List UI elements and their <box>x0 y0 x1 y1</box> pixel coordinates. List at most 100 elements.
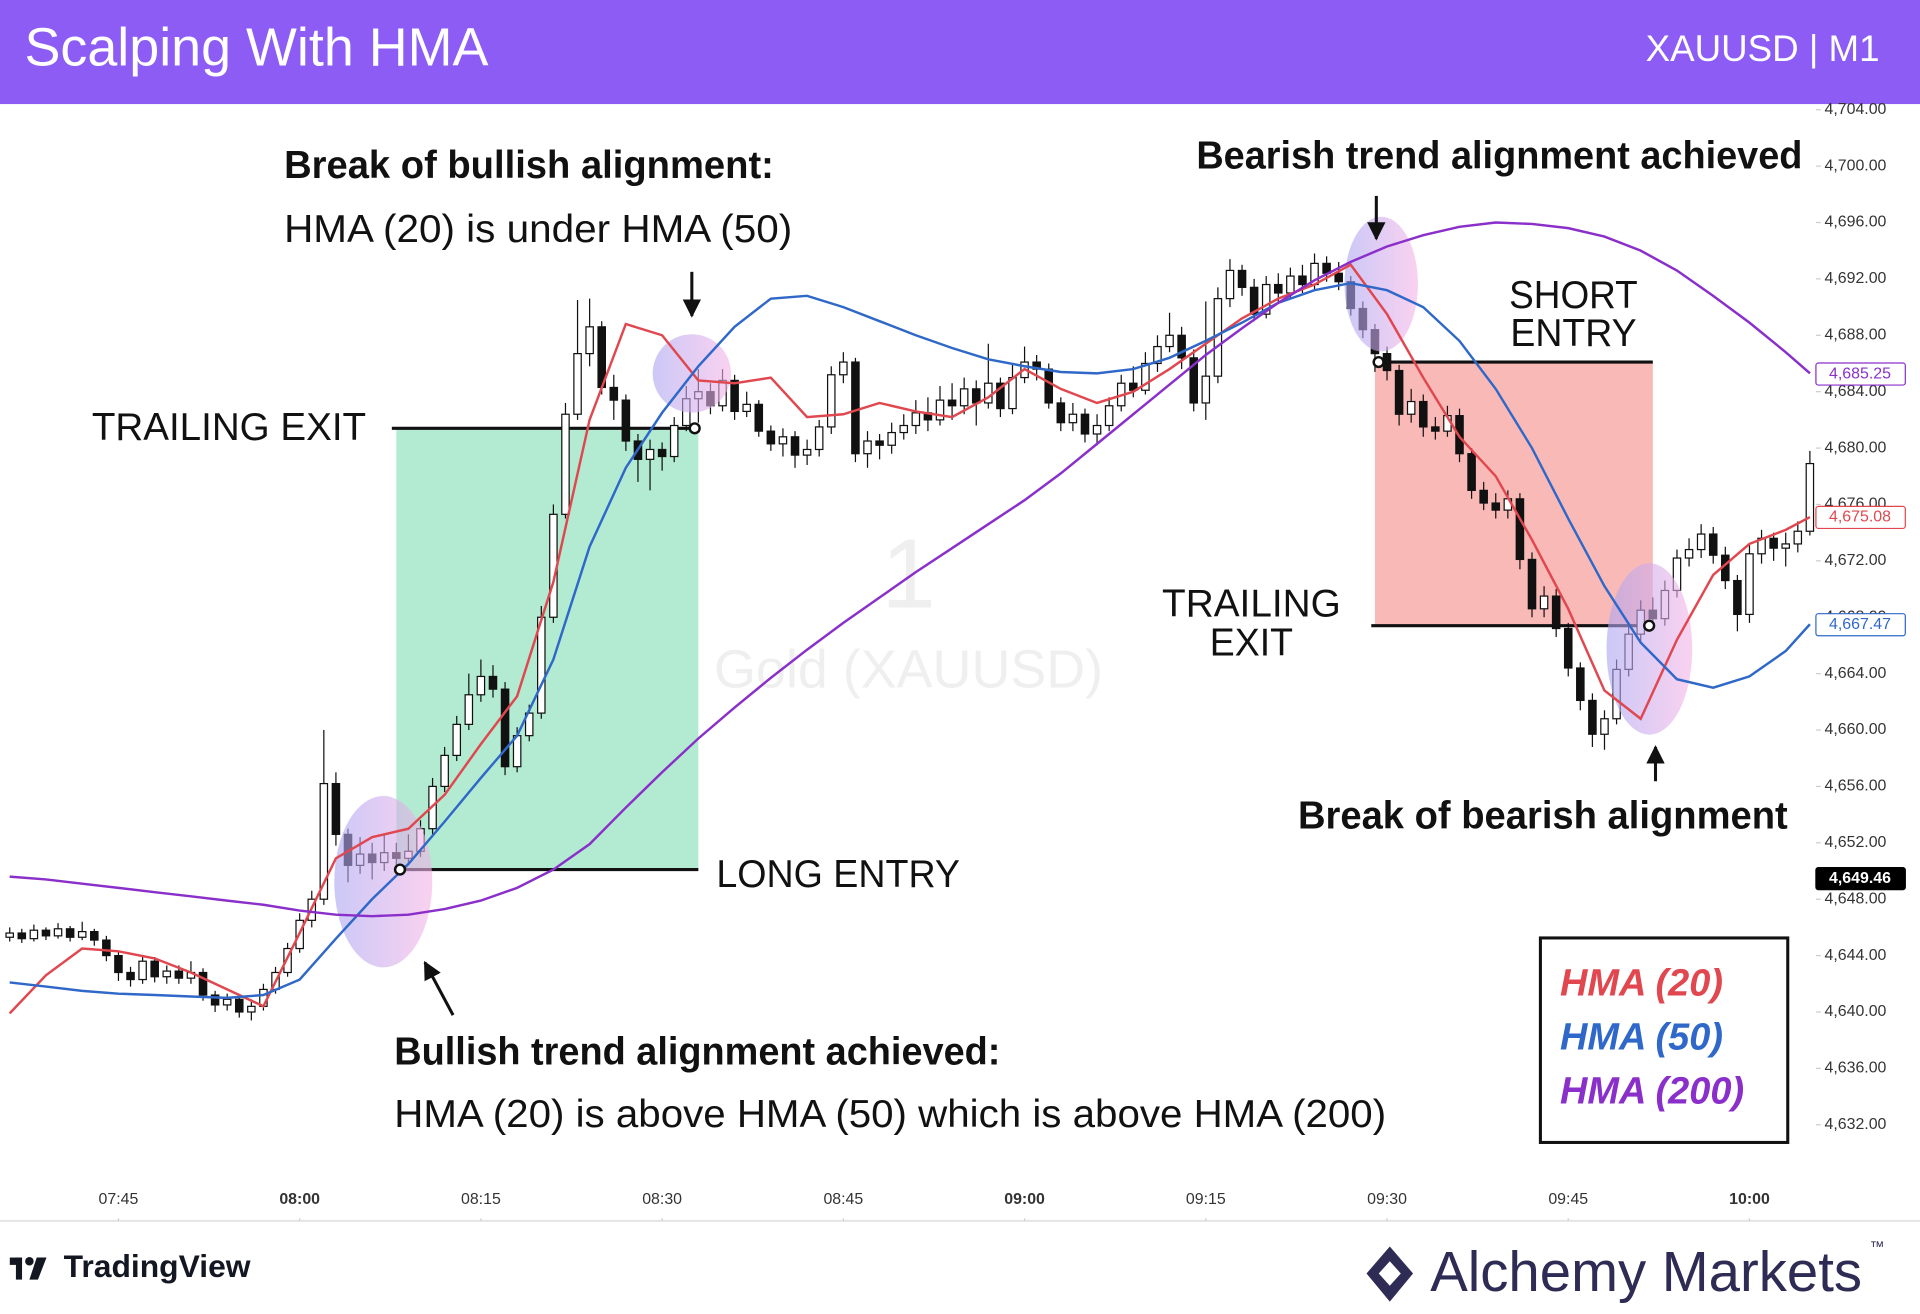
candle-body <box>814 426 824 451</box>
y-tick-label: 4,644.00 <box>1824 947 1886 964</box>
candle-body <box>331 782 341 835</box>
candle-body <box>959 388 969 407</box>
candle-body <box>524 712 534 737</box>
y-tick-label: 4,636.00 <box>1824 1060 1886 1077</box>
candle-body <box>1600 718 1609 735</box>
candle-body <box>585 326 594 355</box>
candle-body <box>754 403 764 432</box>
candle-body <box>53 928 63 937</box>
y-tick-label: 4,704.00 <box>1824 101 1886 118</box>
candle-body <box>500 688 510 768</box>
candle-body <box>657 448 667 458</box>
candle-body <box>1431 426 1440 432</box>
price-badge <box>1815 362 1906 386</box>
y-tick-label: 4,700.00 <box>1824 157 1886 174</box>
hma-line <box>9 221 1811 918</box>
candle-body <box>911 412 921 427</box>
legend-label: HMA (50) <box>1560 1017 1723 1059</box>
candle-body <box>1044 368 1054 404</box>
annotation-text: HMA (20) is above HMA (50) which is abov… <box>394 1093 1386 1136</box>
price-badge <box>1815 505 1906 530</box>
trade-zone <box>396 428 699 870</box>
candle-body <box>1068 413 1078 424</box>
x-tick-label: 09:00 <box>1004 1191 1045 1208</box>
candle-body <box>971 388 981 404</box>
legend-box <box>1538 936 1790 1144</box>
candle-body <box>488 675 498 690</box>
candle-body <box>5 932 15 938</box>
x-tick-label: 08:00 <box>279 1191 320 1208</box>
hma-line <box>9 281 1811 1000</box>
annotation-title: Break of bearish alignment <box>1298 794 1788 837</box>
axis: 4,632.00 4,636.00 4,640.00 4,644.00 4,648.00… <box>99 101 1906 1221</box>
candle-body <box>1769 537 1778 549</box>
x-tick-label: 09:15 <box>1186 1191 1226 1208</box>
candle-body <box>222 998 232 1006</box>
y-tick-label: 4,640.00 <box>1824 1003 1886 1020</box>
candle-body <box>41 929 51 937</box>
candles <box>5 253 1815 1021</box>
annotation-text: HMA (20) is under HMA (50) <box>284 208 792 251</box>
candle-body <box>1104 405 1114 427</box>
candle-body <box>1551 595 1561 630</box>
candle-body <box>1527 558 1537 610</box>
candle-body <box>1563 627 1573 669</box>
highlight <box>1606 563 1693 735</box>
zone-label: LONG ENTRY <box>716 853 960 896</box>
price-badge <box>1815 613 1906 637</box>
candle-body <box>283 947 292 974</box>
candle-body <box>1056 402 1066 424</box>
x-tick-label: 09:45 <box>1548 1191 1588 1208</box>
hma-line <box>8 263 1811 1015</box>
candle-body <box>1805 462 1815 532</box>
candle-body <box>90 931 99 941</box>
candle-body <box>1334 272 1343 283</box>
arrow <box>423 960 455 1016</box>
candle-body <box>1261 283 1271 315</box>
candle-body <box>839 361 848 376</box>
candle-body <box>1092 424 1102 435</box>
candle-body <box>935 399 945 421</box>
candle-body <box>1588 699 1597 735</box>
candle-body <box>573 352 582 415</box>
candle-body <box>319 782 329 900</box>
candle-body <box>561 413 570 515</box>
candle-body <box>1080 413 1090 435</box>
candle-body <box>162 970 172 978</box>
candle-body <box>476 675 486 696</box>
candle-body <box>1745 553 1754 616</box>
candle-body <box>887 431 896 446</box>
exit-dot <box>688 422 701 435</box>
candle-body <box>899 424 909 434</box>
watermark-name: Gold (XAUUSD) <box>714 640 1103 700</box>
y-tick-label: 4,692.00 <box>1824 270 1886 287</box>
candle-body <box>1274 283 1283 294</box>
y-tick-label: 4,660.00 <box>1824 721 1886 738</box>
y-tick-label: 4,696.00 <box>1824 214 1886 231</box>
y-tick-label: 4,664.00 <box>1824 665 1886 682</box>
candle-body <box>1225 269 1235 300</box>
candle-body <box>1781 543 1791 549</box>
candle-body <box>1708 533 1718 556</box>
x-tick-label: 08:15 <box>461 1191 501 1208</box>
lines <box>8 221 1811 1015</box>
candle-body <box>440 754 449 788</box>
zone-label: ENTRY <box>1510 312 1636 355</box>
price-badge-label: 4,667.47 <box>1829 616 1891 633</box>
page-title: Scalping With HMA <box>24 18 488 78</box>
candle-body <box>1237 269 1247 288</box>
y-tick-label: 4,632.00 <box>1824 1116 1886 1133</box>
price-badge <box>1815 866 1906 891</box>
y-tick-label: 4,652.00 <box>1824 834 1886 851</box>
candle-body <box>1515 498 1525 561</box>
annotation-title: Break of bullish alignment: <box>284 144 774 187</box>
exit-dot <box>1643 619 1656 632</box>
footer-left: TradingView <box>64 1248 251 1284</box>
entry-dot <box>1372 355 1385 369</box>
price-badge-label: 4,675.08 <box>1829 509 1891 526</box>
price-badge-label: 4,685.25 <box>1829 365 1891 382</box>
zone-label: EXIT <box>1210 622 1293 665</box>
candle-body <box>778 436 788 445</box>
x-tick-label: 07:45 <box>99 1191 139 1208</box>
